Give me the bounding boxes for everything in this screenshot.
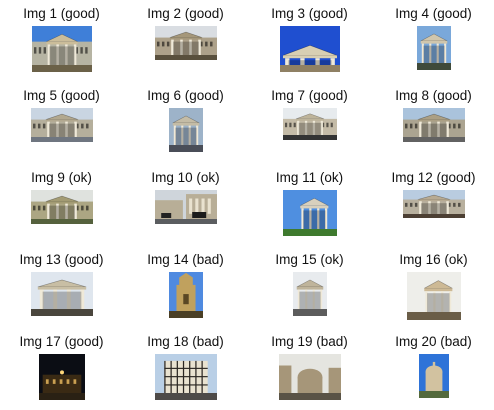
- building-photo-thumbnail: [416, 26, 451, 70]
- building-photo-graphic: [168, 108, 203, 152]
- building-photo-graphic: [30, 108, 93, 142]
- building-photo-thumbnail: [154, 190, 217, 224]
- building-photo-thumbnail: [30, 108, 93, 142]
- building-photo-graphic: [30, 190, 93, 224]
- building-photo-graphic: [402, 190, 465, 218]
- image-label: Img 2 (good): [147, 6, 224, 21]
- building-photo-graphic: [154, 190, 217, 224]
- image-label: Img 19 (bad): [271, 334, 348, 349]
- image-cell: Img 2 (good): [124, 0, 247, 82]
- building-photo-thumbnail: [418, 354, 449, 398]
- building-photo-thumbnail: [38, 354, 85, 400]
- building-photo-graphic: [31, 26, 92, 72]
- image-cell: Img 17 (good): [0, 328, 123, 410]
- building-photo-thumbnail: [282, 190, 337, 236]
- building-photo-graphic: [278, 354, 341, 400]
- image-label: Img 8 (good): [395, 88, 472, 103]
- building-photo-thumbnail: [154, 354, 217, 400]
- building-photo-thumbnail: [279, 26, 340, 72]
- image-label: Img 16 (ok): [399, 252, 468, 267]
- image-cell: Img 15 (ok): [248, 246, 371, 328]
- building-photo-thumbnail: [406, 272, 461, 320]
- image-cell: Img 6 (good): [124, 82, 247, 164]
- image-cell: Img 10 (ok): [124, 164, 247, 246]
- building-photo-thumbnail: [30, 190, 93, 224]
- building-photo-graphic: [279, 26, 340, 72]
- image-cell: Img 14 (bad): [124, 246, 247, 328]
- building-photo-graphic: [418, 354, 449, 398]
- image-cell: Img 1 (good): [0, 0, 123, 82]
- building-photo-graphic: [416, 26, 451, 70]
- image-label: Img 13 (good): [19, 252, 104, 267]
- building-photo-thumbnail: [168, 272, 203, 318]
- image-label: Img 6 (good): [147, 88, 224, 103]
- building-photo-graphic: [282, 190, 337, 236]
- image-label: Img 3 (good): [271, 6, 348, 21]
- image-label: Img 20 (bad): [395, 334, 472, 349]
- image-label: Img 18 (bad): [147, 334, 224, 349]
- building-photo-graphic: [30, 272, 93, 316]
- image-cell: Img 8 (good): [372, 82, 494, 164]
- image-cell: Img 13 (good): [0, 246, 123, 328]
- building-photo-thumbnail: [292, 272, 327, 316]
- image-cell: Img 11 (ok): [248, 164, 371, 246]
- image-label: Img 9 (ok): [31, 170, 92, 185]
- image-cell: Img 18 (bad): [124, 328, 247, 410]
- image-label: Img 14 (bad): [147, 252, 224, 267]
- building-photo-thumbnail: [31, 26, 92, 72]
- image-label: Img 7 (good): [271, 88, 348, 103]
- building-photo-thumbnail: [168, 108, 203, 152]
- image-label: Img 4 (good): [395, 6, 472, 21]
- image-cell: Img 9 (ok): [0, 164, 123, 246]
- image-cell: Img 20 (bad): [372, 328, 494, 410]
- image-label: Img 1 (good): [23, 6, 100, 21]
- image-label: Img 12 (good): [391, 170, 476, 185]
- image-label: Img 5 (good): [23, 88, 100, 103]
- image-cell: Img 16 (ok): [372, 246, 494, 328]
- image-cell: Img 4 (good): [372, 0, 494, 82]
- image-label: Img 17 (good): [19, 334, 104, 349]
- image-cell: Img 7 (good): [248, 82, 371, 164]
- image-label: Img 15 (ok): [275, 252, 344, 267]
- building-photo-graphic: [402, 108, 465, 142]
- image-cell: Img 3 (good): [248, 0, 371, 82]
- image-cell: Img 12 (good): [372, 164, 494, 246]
- image-label: Img 10 (ok): [151, 170, 220, 185]
- building-photo-graphic: [154, 26, 217, 60]
- image-cell: Img 5 (good): [0, 82, 123, 164]
- image-cell: Img 19 (bad): [248, 328, 371, 410]
- building-photo-thumbnail: [154, 26, 217, 60]
- building-photo-thumbnail: [30, 272, 93, 316]
- building-photo-graphic: [38, 354, 85, 400]
- building-photo-thumbnail: [402, 108, 465, 142]
- building-photo-thumbnail: [282, 108, 337, 140]
- building-photo-graphic: [406, 272, 461, 320]
- building-photo-thumbnail: [278, 354, 341, 400]
- building-photo-graphic: [154, 354, 217, 400]
- building-photo-thumbnail: [402, 190, 465, 218]
- building-photo-graphic: [168, 272, 203, 318]
- image-label: Img 11 (ok): [275, 170, 344, 185]
- building-photo-graphic: [292, 272, 327, 316]
- building-photo-graphic: [282, 108, 337, 140]
